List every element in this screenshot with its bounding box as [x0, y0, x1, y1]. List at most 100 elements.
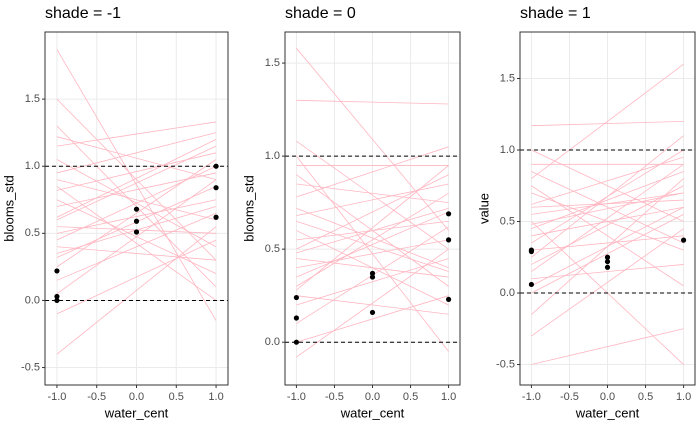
y-axis-label: value	[476, 193, 491, 224]
x-tick-label: 0.0	[365, 391, 380, 403]
plot-border	[44, 31, 229, 386]
y-tick-label: 1.0	[500, 144, 515, 156]
sample-line	[56, 121, 217, 147]
point	[445, 211, 452, 217]
sample-line	[56, 239, 217, 315]
y-tick-label: 0.0	[25, 294, 40, 306]
sample-line	[56, 125, 217, 288]
sample-line	[296, 295, 449, 343]
y-tick-label: 1.5	[500, 72, 515, 84]
sample-line	[531, 171, 684, 244]
sample-line	[56, 165, 217, 241]
y-axis-label: blooms_std	[1, 175, 16, 241]
sample-line	[296, 99, 449, 105]
sample-line	[296, 47, 449, 231]
sample-line	[56, 159, 217, 268]
point	[604, 258, 611, 265]
x-axis-label: water_cent	[104, 405, 169, 420]
sample-line	[56, 179, 217, 221]
point	[369, 309, 376, 316]
sample-line	[296, 211, 449, 278]
sample-line	[56, 136, 217, 181]
y-tick-label: 1.0	[25, 160, 40, 172]
point	[54, 293, 60, 300]
point	[133, 206, 140, 212]
sample-line	[296, 174, 449, 250]
sample-line	[531, 235, 684, 251]
x-tick-label: 0.5	[169, 391, 184, 403]
sample-line	[531, 163, 684, 272]
sample-line	[531, 63, 684, 179]
sample-line	[296, 207, 449, 254]
plot-border	[519, 31, 696, 386]
point	[213, 214, 219, 220]
sample-line	[531, 135, 684, 258]
point	[369, 274, 376, 280]
sample-line	[531, 185, 684, 265]
point	[604, 254, 611, 260]
sample-line	[56, 98, 217, 261]
point	[293, 315, 300, 321]
point	[133, 218, 140, 224]
sample-line	[296, 155, 449, 352]
sample-line	[531, 192, 684, 225]
sample-line	[56, 186, 217, 301]
sample-line	[531, 185, 684, 287]
sample-line	[296, 248, 449, 358]
x-tick-label: 1.0	[208, 391, 223, 403]
point	[604, 264, 611, 270]
sample-line	[531, 214, 684, 294]
point	[54, 268, 60, 274]
x-tick-label: 0.5	[638, 391, 653, 403]
chart-title: shade = 1	[520, 5, 591, 22]
sample-line	[56, 179, 217, 295]
point	[213, 185, 219, 191]
sample-line	[296, 183, 449, 204]
sample-line	[531, 228, 684, 337]
sample-line	[296, 207, 449, 269]
y-tick-label: 0.0	[265, 336, 280, 348]
y-tick-label: 0.0	[500, 287, 515, 299]
plot-border	[284, 31, 461, 386]
x-tick-label: -1.0	[522, 391, 541, 403]
y-tick-label: 0.5	[25, 227, 40, 239]
x-tick-label: 1.0	[676, 391, 691, 403]
y-tick-label: 1.5	[265, 57, 280, 69]
y-tick-label: 0.5	[265, 243, 280, 255]
point	[528, 281, 535, 288]
sample-line	[56, 139, 217, 218]
x-tick-label: -0.5	[325, 391, 344, 403]
sample-line	[531, 264, 684, 280]
y-tick-label: 1.0	[265, 150, 280, 162]
point	[445, 237, 452, 243]
sample-line	[531, 149, 684, 222]
x-tick-label: 0.0	[600, 391, 615, 403]
y-axis-label: blooms_std	[241, 175, 256, 241]
sample-line	[296, 295, 449, 315]
y-tick-label: 1.5	[25, 93, 40, 105]
point	[293, 294, 300, 301]
x-tick-label: -0.5	[87, 391, 106, 403]
sample-line	[531, 206, 684, 287]
chart-title: shade = -1	[45, 5, 121, 22]
sample-line	[56, 145, 217, 221]
sample-line	[531, 156, 684, 205]
point	[133, 229, 140, 235]
x-axis-label: water_cent	[340, 405, 405, 420]
point	[213, 163, 219, 169]
sample-line	[296, 192, 449, 287]
x-tick-label: -1.0	[47, 391, 66, 403]
x-tick-label: 1.0	[441, 391, 456, 403]
sample-line	[531, 206, 684, 237]
x-tick-label: 0.5	[403, 391, 418, 403]
sample-line	[531, 120, 684, 127]
sample-line	[296, 258, 449, 306]
sample-line	[296, 140, 449, 250]
sample-line	[56, 49, 217, 321]
sample-line	[531, 328, 684, 365]
y-tick-label: 0.5	[500, 215, 515, 227]
y-tick-label: -0.5	[21, 361, 40, 373]
sample-line	[56, 226, 217, 355]
sample-line	[531, 199, 684, 208]
